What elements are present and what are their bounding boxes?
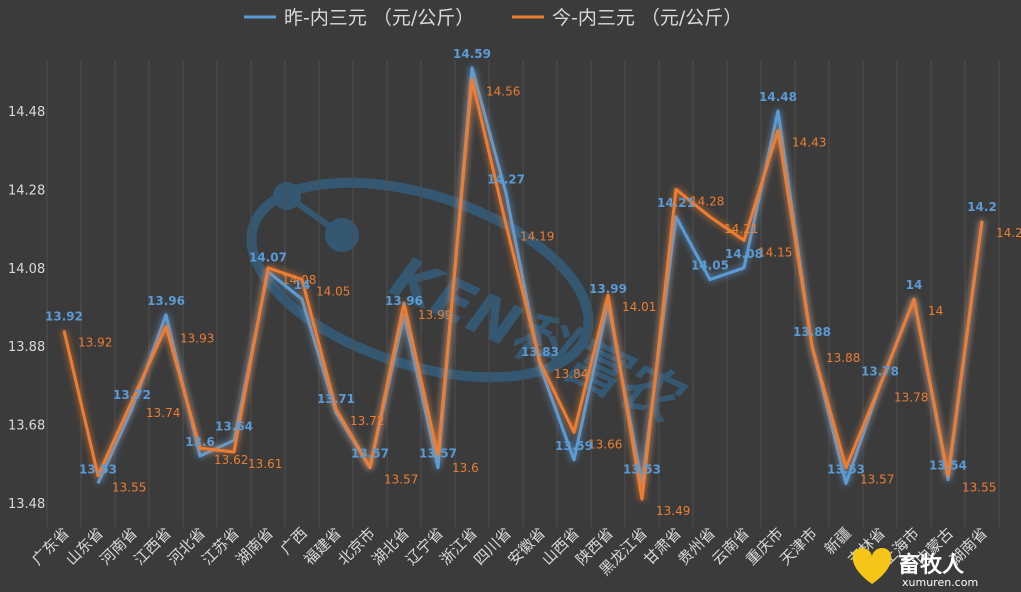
x-tick-label: 山西省 bbox=[538, 524, 583, 569]
data-label-yesterday: 13.54 bbox=[929, 458, 967, 472]
data-label-yesterday: 13.64 bbox=[215, 419, 253, 433]
y-tick-label: 14.08 bbox=[8, 262, 45, 277]
x-tick-label: 四川省 bbox=[470, 524, 515, 569]
series-line-today bbox=[62, 78, 984, 501]
data-label-today: 13.93 bbox=[180, 332, 214, 346]
data-label-yesterday: 13.96 bbox=[385, 294, 423, 308]
data-label-yesterday: 14 bbox=[906, 278, 923, 292]
x-tick-label: 浙江省 bbox=[436, 524, 481, 569]
data-label-today: 14.05 bbox=[316, 285, 350, 299]
data-label-yesterday: 13.96 bbox=[147, 294, 185, 308]
data-label-today: 14.2 bbox=[996, 226, 1021, 240]
data-label-today: 14.43 bbox=[792, 136, 826, 150]
data-label-yesterday: 13.99 bbox=[589, 282, 627, 296]
data-label-yesterday: 13.53 bbox=[79, 462, 117, 476]
x-tick-label: 福建省 bbox=[300, 524, 345, 569]
x-tick-label: 河北省 bbox=[164, 524, 209, 569]
data-label-today: 13.55 bbox=[962, 481, 996, 495]
data-label-today: 13.62 bbox=[214, 453, 248, 467]
legend-label-today: 今-内三元 （元/公斤） bbox=[552, 7, 742, 29]
data-label-yesterday: 13.53 bbox=[827, 462, 865, 476]
data-label-yesterday: 14.07 bbox=[249, 251, 287, 265]
data-label-yesterday: 13.53 bbox=[623, 462, 661, 476]
data-label-yesterday: 14 bbox=[294, 278, 311, 292]
legend: 昨-内三元 （元/公斤） 今-内三元 （元/公斤） bbox=[244, 7, 742, 29]
data-label-yesterday: 14.2 bbox=[967, 200, 997, 214]
data-label-today: 13.55 bbox=[112, 481, 146, 495]
legend-label-yesterday: 昨-内三元 （元/公斤） bbox=[284, 7, 474, 29]
series-lines bbox=[62, 66, 984, 501]
gridlines bbox=[46, 60, 1000, 527]
data-label-yesterday: 14.08 bbox=[725, 247, 763, 261]
x-tick-label: 湖北省 bbox=[368, 524, 413, 569]
site-logo: 畜牧人 xumuren.com bbox=[852, 548, 978, 589]
data-label-today: 13.72 bbox=[350, 414, 384, 428]
x-tick-label: 重庆市 bbox=[742, 524, 787, 569]
data-label-yesterday: 13.83 bbox=[521, 345, 559, 359]
data-label-today: 14.01 bbox=[622, 300, 656, 314]
data-label-yesterday: 14.59 bbox=[453, 47, 491, 61]
data-label-today: 13.61 bbox=[248, 457, 282, 471]
data-label-yesterday: 13.78 bbox=[861, 364, 899, 378]
data-label-yesterday: 14.21 bbox=[657, 196, 695, 210]
data-label-yesterday: 13.71 bbox=[317, 392, 355, 406]
y-tick-label: 13.48 bbox=[8, 497, 45, 512]
logo-url: xumuren.com bbox=[902, 576, 978, 589]
y-axis-ticks: 13.48 13.68 13.88 14.08 14.28 14.48 bbox=[8, 105, 45, 512]
data-label-today: 14.15 bbox=[758, 245, 792, 259]
x-tick-label: 山东省 bbox=[62, 524, 107, 569]
data-label-yesterday: 13.72 bbox=[113, 388, 151, 402]
data-label-today: 13.92 bbox=[78, 336, 112, 350]
data-label-today: 13.84 bbox=[554, 367, 588, 381]
data-label-today: 14.28 bbox=[690, 194, 724, 208]
x-tick-label: 甘肃省 bbox=[640, 524, 685, 569]
x-tick-label: 广东省 bbox=[28, 524, 73, 569]
data-label-today: 13.6 bbox=[452, 461, 479, 475]
logo-heart-icon bbox=[852, 548, 892, 584]
data-label-today: 13.49 bbox=[656, 504, 690, 518]
data-label-today: 14.19 bbox=[520, 230, 554, 244]
y-tick-label: 13.68 bbox=[8, 419, 45, 434]
data-label-yesterday: 13.57 bbox=[351, 447, 389, 461]
x-tick-label: 天津市 bbox=[776, 524, 821, 569]
x-tick-label: 云南省 bbox=[708, 524, 753, 569]
x-tick-label: 江西省 bbox=[130, 524, 175, 569]
data-label-today: 13.66 bbox=[588, 437, 622, 451]
data-label-yesterday: 13.59 bbox=[555, 439, 593, 453]
x-tick-label: 湖南省 bbox=[232, 524, 277, 569]
data-label-yesterday: 14.27 bbox=[487, 172, 525, 186]
data-label-today: 13.88 bbox=[826, 351, 860, 365]
data-label-yesterday: 13.6 bbox=[185, 435, 215, 449]
data-label-today: 13.99 bbox=[418, 308, 452, 322]
x-tick-label: 河南省 bbox=[96, 524, 141, 569]
x-tick-label: 辽宁省 bbox=[402, 524, 447, 569]
data-label-yesterday: 13.57 bbox=[419, 447, 457, 461]
data-label-today: 14.08 bbox=[282, 273, 316, 287]
data-label-today: 13.74 bbox=[146, 406, 180, 420]
data-label-yesterday: 13.92 bbox=[45, 310, 83, 324]
x-tick-label: 安徽省 bbox=[504, 524, 549, 569]
x-tick-label: 贵州省 bbox=[674, 524, 719, 569]
data-label-today: 13.57 bbox=[384, 473, 418, 487]
data-label-yesterday: 13.88 bbox=[793, 325, 831, 339]
data-label-yesterday: 14.48 bbox=[759, 90, 797, 104]
y-tick-label: 14.48 bbox=[8, 105, 45, 120]
data-label-today: 14.21 bbox=[724, 222, 758, 236]
data-label-yesterday: 14.05 bbox=[691, 259, 729, 273]
y-tick-label: 13.88 bbox=[8, 340, 45, 355]
data-label-today: 13.78 bbox=[894, 390, 928, 404]
x-tick-label: 北京市 bbox=[334, 524, 379, 569]
logo-text: 畜牧人 bbox=[898, 552, 964, 578]
data-label-today: 14.56 bbox=[486, 85, 520, 99]
x-tick-label: 江苏省 bbox=[198, 524, 243, 569]
y-tick-label: 14.28 bbox=[8, 183, 45, 198]
data-label-today: 14 bbox=[928, 304, 943, 318]
data-label-today: 13.57 bbox=[860, 473, 894, 487]
